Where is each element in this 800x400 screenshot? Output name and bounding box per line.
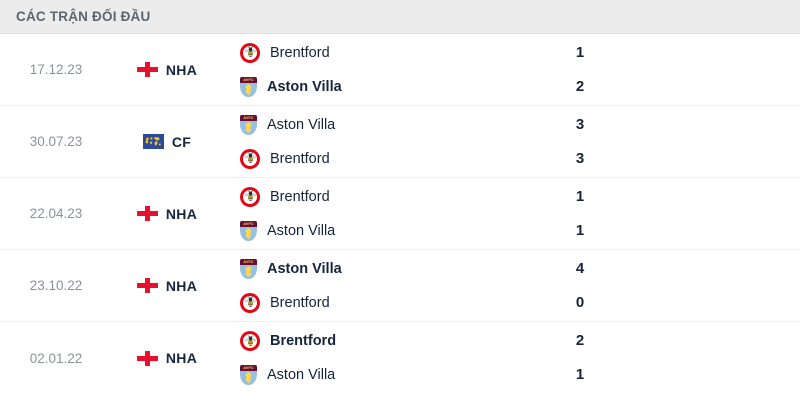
match-date: 02.01.22: [29, 350, 83, 366]
brentford-badge: [240, 186, 260, 207]
match-list: 17.12.23 NHA Brentford AVFC Aston Villa 1 2 30.…: [0, 34, 800, 394]
brentford-badge: [240, 331, 260, 351]
competition-label: NHA: [165, 205, 198, 222]
match-competition[interactable]: NHA: [112, 62, 222, 78]
england-flag-icon: [136, 350, 158, 366]
home-team[interactable]: Brentford: [240, 331, 505, 351]
team-name: Brentford: [270, 150, 330, 167]
away-team[interactable]: Brentford: [240, 292, 505, 313]
match-date: 23.10.22: [29, 278, 83, 293]
away-score: 2: [575, 77, 585, 95]
aston-villa-badge: AVFC: [240, 220, 257, 241]
aston-villa-badge-text: AVFC: [240, 220, 257, 227]
away-team[interactable]: AVFC Aston Villa: [240, 365, 505, 385]
competition-label: NHA: [165, 277, 198, 294]
home-team[interactable]: AVFC Aston Villa: [240, 258, 505, 279]
brentford-bee-icon: [243, 295, 257, 310]
brentford-bee-icon: [243, 334, 257, 348]
match-teams: AVFC Aston Villa Brentford: [222, 258, 505, 313]
home-score: 2: [575, 332, 585, 349]
brentford-badge: [240, 42, 260, 63]
match-row[interactable]: 02.01.22 NHA Brentford AVFC Aston Villa 2 1: [0, 322, 800, 394]
competition-label: NHA: [165, 350, 198, 366]
team-name: Brentford: [270, 188, 330, 205]
england-flag-icon: [136, 278, 158, 293]
team-name: Aston Villa: [267, 260, 342, 277]
away-team[interactable]: AVFC Aston Villa: [240, 220, 505, 241]
club-friendly-world-icon: [142, 134, 164, 149]
team-name: Brentford: [270, 294, 330, 311]
panel-header: CÁC TRẬN ĐỐI ĐẦU: [0, 0, 800, 34]
competition-label: NHA: [165, 61, 198, 78]
home-score: 3: [575, 115, 585, 133]
home-team[interactable]: Brentford: [240, 186, 505, 207]
away-score: 1: [575, 366, 585, 383]
team-name: Brentford: [270, 44, 330, 61]
match-competition[interactable]: NHA: [112, 206, 222, 222]
team-name: Aston Villa: [267, 367, 336, 383]
brentford-bee-icon: [243, 189, 257, 204]
away-score: 1: [575, 221, 585, 239]
team-name: Aston Villa: [267, 78, 342, 95]
match-row[interactable]: 22.04.23 NHA Brentford AVFC Aston Villa 1 1: [0, 178, 800, 250]
match-teams: Brentford AVFC Aston Villa: [222, 42, 505, 97]
brentford-bee-icon: [243, 45, 257, 60]
home-score: 4: [575, 259, 585, 277]
team-name: Brentford: [270, 333, 337, 349]
match-row[interactable]: 17.12.23 NHA Brentford AVFC Aston Villa 1 2: [0, 34, 800, 106]
match-competition[interactable]: NHA: [112, 350, 222, 366]
match-date: 17.12.23: [29, 62, 83, 77]
match-teams: AVFC Aston Villa Brentford: [222, 114, 505, 169]
team-name: Aston Villa: [267, 116, 336, 133]
aston-villa-badge-text: AVFC: [240, 114, 257, 121]
home-team[interactable]: Brentford: [240, 42, 505, 63]
away-team[interactable]: Brentford: [240, 148, 505, 169]
match-teams: Brentford AVFC Aston Villa: [222, 186, 505, 241]
match-date: 30.07.23: [29, 134, 83, 149]
panel-title: CÁC TRẬN ĐỐI ĐẦU: [16, 9, 151, 24]
brentford-badge: [240, 148, 260, 169]
match-row[interactable]: 30.07.23 CF AVFC Aston Villa Brentford 3 3: [0, 106, 800, 178]
aston-villa-badge: AVFC: [240, 258, 257, 279]
home-score: 1: [575, 43, 585, 61]
match-competition[interactable]: CF: [112, 134, 222, 150]
match-teams: Brentford AVFC Aston Villa: [222, 331, 505, 385]
match-competition[interactable]: NHA: [112, 278, 222, 294]
competition-label: CF: [171, 133, 192, 150]
away-score: 0: [575, 293, 585, 311]
aston-villa-badge-text: AVFC: [240, 76, 257, 83]
away-score: 3: [575, 149, 585, 167]
aston-villa-badge-text: AVFC: [240, 258, 257, 265]
brentford-bee-icon: [243, 151, 257, 166]
home-score: 1: [575, 187, 585, 205]
away-team[interactable]: AVFC Aston Villa: [240, 76, 505, 97]
match-date: 22.04.23: [29, 206, 83, 221]
aston-villa-badge-text: AVFC: [240, 365, 257, 371]
aston-villa-badge: AVFC: [240, 76, 257, 97]
england-flag-icon: [136, 206, 158, 221]
home-team[interactable]: AVFC Aston Villa: [240, 114, 505, 135]
aston-villa-badge: AVFC: [240, 365, 257, 385]
brentford-badge: [240, 292, 260, 313]
aston-villa-badge: AVFC: [240, 114, 257, 135]
team-name: Aston Villa: [267, 222, 336, 239]
match-row[interactable]: 23.10.22 NHA AVFC Aston Villa Brentford 4 0: [0, 250, 800, 322]
england-flag-icon: [136, 62, 158, 77]
